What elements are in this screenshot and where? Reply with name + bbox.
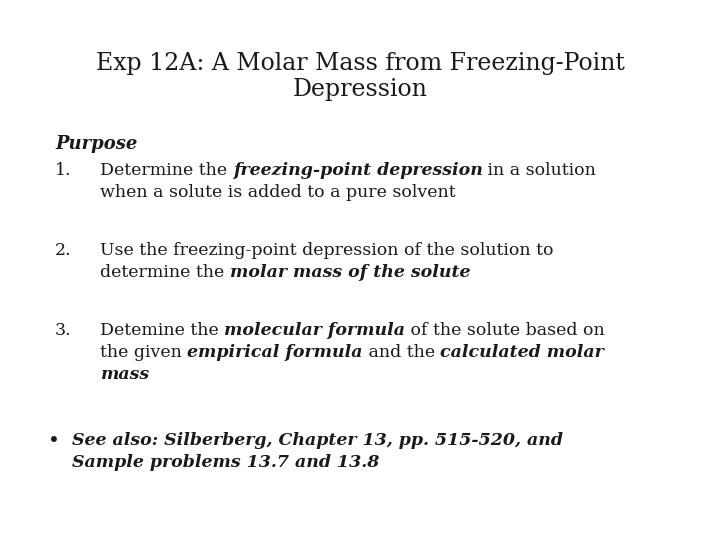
Text: Sample problems 13.7 and 13.8: Sample problems 13.7 and 13.8 (72, 454, 379, 471)
Text: of the solute based on: of the solute based on (405, 322, 605, 339)
Text: Detemine the: Detemine the (100, 322, 224, 339)
Text: determine the: determine the (100, 264, 230, 281)
Text: mass: mass (100, 366, 149, 383)
Text: freezing-point depression: freezing-point depression (233, 162, 482, 179)
Text: empirical formula: empirical formula (187, 344, 363, 361)
Text: molecular formula: molecular formula (224, 322, 405, 339)
Text: 3.: 3. (55, 322, 71, 339)
Text: See also: Silberberg, Chapter 13, pp. 515-520, and: See also: Silberberg, Chapter 13, pp. 51… (72, 432, 563, 449)
Text: calculated molar: calculated molar (441, 344, 604, 361)
Text: Use the freezing-point depression of the solution to: Use the freezing-point depression of the… (100, 242, 554, 259)
Text: Exp 12A: A Molar Mass from Freezing-Point: Exp 12A: A Molar Mass from Freezing-Poin… (96, 52, 624, 75)
Text: molar mass of the solute: molar mass of the solute (230, 264, 470, 281)
Text: when a solute is added to a pure solvent: when a solute is added to a pure solvent (100, 184, 456, 201)
Text: in a solution: in a solution (482, 162, 596, 179)
Text: •: • (48, 432, 60, 451)
Text: Purpose: Purpose (55, 135, 138, 153)
Text: Depression: Depression (292, 78, 428, 101)
Text: 1.: 1. (55, 162, 71, 179)
Text: Determine the: Determine the (100, 162, 233, 179)
Text: 2.: 2. (55, 242, 71, 259)
Text: the given: the given (100, 344, 187, 361)
Text: and the: and the (363, 344, 441, 361)
